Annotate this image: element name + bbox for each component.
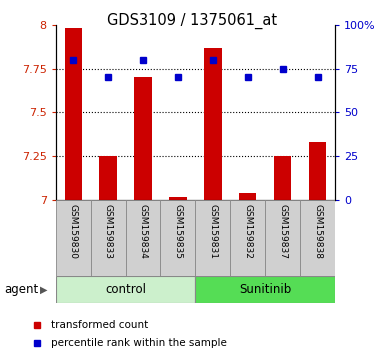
Bar bbox=[309, 142, 326, 200]
Text: GSM159834: GSM159834 bbox=[139, 204, 147, 259]
Text: GSM159830: GSM159830 bbox=[69, 204, 78, 259]
Bar bbox=[265, 200, 300, 276]
Bar bbox=[195, 276, 335, 303]
Bar bbox=[65, 28, 82, 200]
Text: GSM159835: GSM159835 bbox=[173, 204, 182, 259]
Bar bbox=[274, 156, 291, 200]
Bar bbox=[99, 156, 117, 200]
Bar bbox=[230, 200, 265, 276]
Bar bbox=[56, 276, 195, 303]
Text: agent: agent bbox=[4, 283, 38, 296]
Bar bbox=[91, 200, 126, 276]
Bar bbox=[204, 47, 221, 200]
Text: Sunitinib: Sunitinib bbox=[239, 283, 291, 296]
Text: transformed count: transformed count bbox=[52, 320, 149, 330]
Text: GSM159837: GSM159837 bbox=[278, 204, 287, 259]
Text: GSM159832: GSM159832 bbox=[243, 204, 252, 259]
Text: percentile rank within the sample: percentile rank within the sample bbox=[52, 338, 227, 348]
Bar bbox=[169, 196, 187, 200]
Bar bbox=[126, 200, 161, 276]
Bar bbox=[134, 78, 152, 200]
Bar bbox=[239, 193, 256, 200]
Text: GDS3109 / 1375061_at: GDS3109 / 1375061_at bbox=[107, 12, 278, 29]
Text: ▶: ▶ bbox=[40, 284, 48, 295]
Bar bbox=[195, 200, 230, 276]
Text: GSM159831: GSM159831 bbox=[208, 204, 218, 259]
Bar bbox=[300, 200, 335, 276]
Text: GSM159833: GSM159833 bbox=[104, 204, 113, 259]
Text: control: control bbox=[105, 283, 146, 296]
Text: GSM159838: GSM159838 bbox=[313, 204, 322, 259]
Bar bbox=[56, 200, 91, 276]
Bar bbox=[161, 200, 195, 276]
